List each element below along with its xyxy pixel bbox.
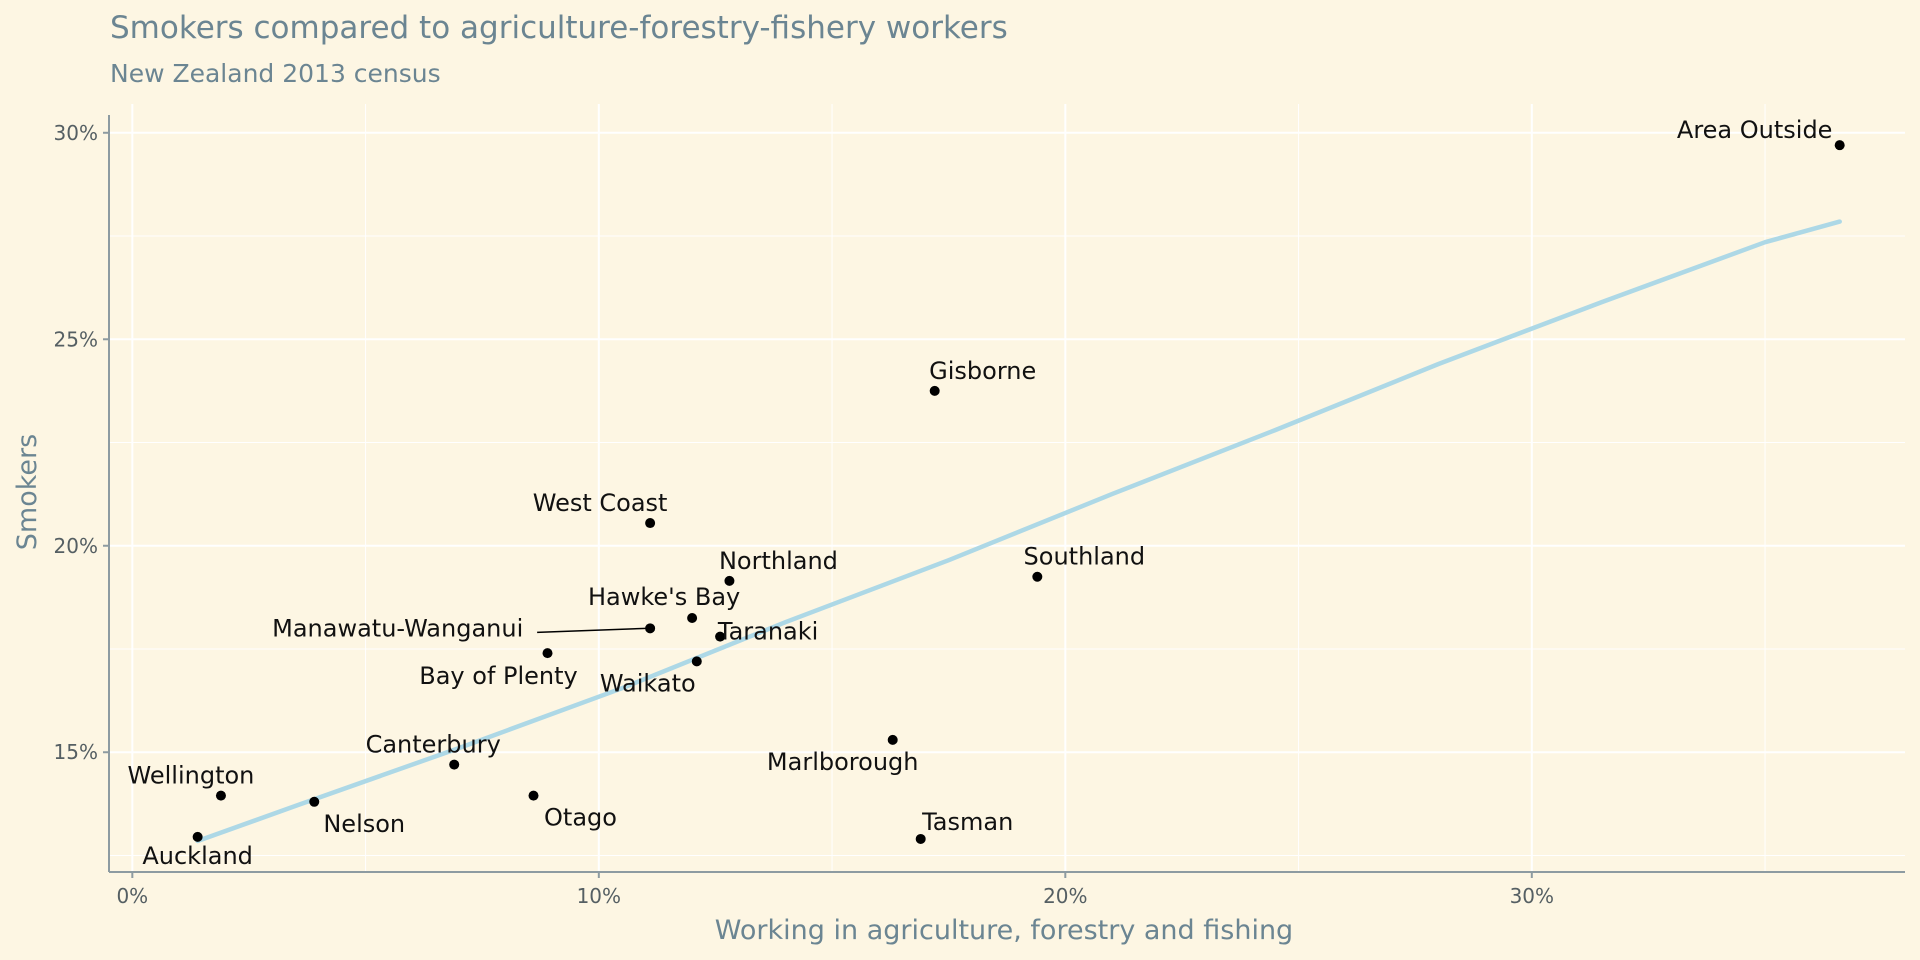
label-nelson: Nelson (323, 810, 405, 838)
point-otago (528, 790, 539, 801)
point-taranaki (715, 631, 726, 642)
trend-line (195, 219, 1842, 844)
point-manawatu-wanganui (645, 623, 656, 634)
y-tick-label: 20% (54, 534, 98, 558)
label-wellington: Wellington (128, 762, 255, 790)
x-tick-label: 30% (1510, 884, 1554, 908)
data-points (192, 140, 1845, 844)
tick-labels: 0% 10% 20% 30% 15% 20% 25% 30% (54, 121, 1554, 908)
label-area-outside: Area Outside (1677, 116, 1833, 144)
x-tick-label: 20% (1043, 884, 1087, 908)
label-waikato: Waikato (600, 669, 696, 697)
label-gisborne: Gisborne (929, 357, 1036, 385)
label-canterbury: Canterbury (366, 731, 501, 759)
grid-lines (109, 104, 1905, 872)
y-tick-label: 30% (54, 121, 98, 145)
label-auckland: Auckland (142, 842, 253, 870)
point-bay-of-plenty (542, 648, 553, 659)
point-area-outside (1834, 140, 1845, 151)
label-manawatu-wanganui: Manawatu-Wanganui (272, 614, 523, 642)
label-otago: Otago (544, 804, 617, 832)
point-west-coast (645, 518, 656, 529)
label-leader-line (537, 627, 647, 634)
point-gisborne (929, 385, 940, 396)
label-northland: Northland (719, 547, 838, 575)
trend-line-layer (195, 219, 1842, 844)
point-auckland (192, 831, 203, 842)
x-tick-label: 10% (577, 884, 621, 908)
y-axis-label: Smokers (12, 434, 43, 550)
point-wellington (215, 790, 226, 801)
label-tasman: Tasman (921, 808, 1013, 836)
axes (108, 115, 1905, 873)
label-west-coast: West Coast (533, 489, 668, 517)
chart-subtitle: New Zealand 2013 census (110, 59, 441, 88)
point-tasman (915, 833, 926, 844)
point-labels: Auckland Wellington Nelson Canterbury Otago B… (128, 116, 1833, 870)
chart-title: Smokers compared to agriculture-forestry… (110, 10, 1008, 46)
label-hawke-s-bay: Hawke's Bay (588, 583, 740, 611)
label-bay-of-plenty: Bay of Plenty (419, 662, 578, 690)
label-taranaki: Taranaki (717, 618, 818, 646)
point-nelson (309, 796, 320, 807)
point-marlborough (887, 734, 898, 745)
point-northland (724, 575, 735, 586)
y-tick-label: 25% (54, 327, 98, 351)
x-tick-label: 0% (116, 884, 148, 908)
point-waikato (691, 656, 702, 667)
point-southland (1032, 571, 1043, 582)
x-axis-label: Working in agriculture, forestry and fis… (715, 915, 1293, 946)
y-tick-label: 15% (54, 740, 98, 764)
point-hawke-s-bay (687, 613, 698, 624)
label-southland: Southland (1024, 543, 1146, 571)
point-canterbury (449, 759, 460, 770)
label-marlborough: Marlborough (767, 748, 919, 776)
